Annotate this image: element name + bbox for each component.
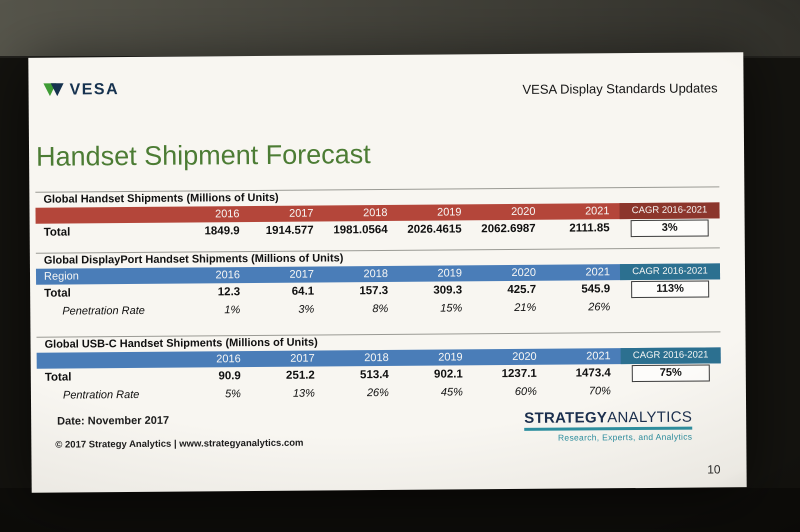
value-cell: 45% [440,386,463,399]
year-header-cell: 2019 [437,267,463,280]
total-row: Total 1849.9 1914.577 1981.0564 2026.461… [36,218,720,242]
room-floor [0,488,800,532]
value-cell: 1981.0564 [333,223,388,237]
footer-date: Date: November 2017 [57,414,170,428]
year-header-cell: 2019 [438,351,463,364]
value-cell: 513.4 [359,368,389,382]
room-ceiling [0,0,800,58]
value-cell: 251.2 [285,369,315,382]
value-cell: 3% [298,303,315,316]
cagr-cell: 3% [620,218,720,238]
page-number: 10 [707,462,721,477]
value-cell: 8% [372,302,389,316]
value-cell: 1% [224,304,241,317]
value-cell: 2111.85 [569,222,610,235]
slide-title: Handset Shipment Forecast [35,139,371,172]
table-displayport-handset-shipments: Global DisplayPort Handset Shipments (Mi… [35,247,721,321]
cagr-header-cell: CAGR 2016-2021 [619,202,720,220]
row-label: Total [44,371,72,384]
strategy-analytics-wordmark: STRATEGYANALYTICS [524,408,693,431]
value-cell: 64.1 [291,285,315,298]
value-cell: 545.9 [581,283,611,296]
year-header-cell: 2017 [289,268,315,281]
value-cell: 21% [514,301,537,315]
footer-copyright: © 2017 Strategy Analytics | www.strategy… [55,437,304,451]
vesa-logo: VESA [42,79,119,102]
row-label: Penetration Rate [62,304,145,318]
year-header-cell: 2020 [512,350,537,364]
vesa-logo-icon [43,83,64,97]
cagr-cell [621,382,721,400]
value-cell: 2026.4615 [407,223,462,236]
value-cell: 309.3 [433,284,463,297]
cagr-box: 113% [631,280,710,299]
value-cell: 15% [440,302,463,315]
value-cell: 157.3 [359,284,389,298]
row-label: Total [43,226,71,239]
value-cell: 902.1 [433,368,463,381]
logo-strategy-text: STRATEGY [524,409,608,427]
year-header-cell: 2018 [363,267,389,281]
value-cell: 13% [292,387,315,400]
year-header-cell: 2016 [215,269,241,282]
year-header-cell: 2018 [364,351,389,365]
year-header-cell: 2017 [290,352,315,365]
year-header-cell: 2021 [585,266,611,279]
cagr-header-cell: CAGR 2016-2021 [620,347,721,365]
year-header-cell: 2020 [510,205,536,219]
table-usbc-handset-shipments: Global USB-C Handset Shipments (Millions… [36,331,722,405]
cagr-cell [620,298,720,316]
value-cell: 425.7 [507,283,537,297]
value-cell: 1914.577 [265,224,314,237]
value-cell: 26% [366,386,389,400]
logo-analytics-text: ANALYTICS [607,408,693,427]
logo-tagline: Research, Experts, and Analytics [557,431,693,443]
vesa-logo-text: VESA [69,81,120,99]
year-header-cell: 2018 [363,206,388,220]
value-cell: 5% [224,388,241,401]
region-header-cell [37,352,177,369]
year-header-cell: 2021 [586,350,611,363]
region-header-cell: Region [43,270,79,283]
value-cell: 1237.1 [501,367,537,381]
year-header-cell: 2021 [584,205,610,218]
value-cell: 26% [588,301,611,314]
table-global-handset-shipments: Global Handset Shipments (Millions of Un… [35,186,720,243]
year-header-cell: 2020 [511,266,537,280]
region-header-cell [35,207,175,224]
header-right-text: VESA Display Standards Updates [522,80,718,97]
cagr-box: 3% [630,219,709,238]
strategy-analytics-logo: STRATEGYANALYTICS Research, Experts, and… [524,408,693,443]
year-header-cell: 2019 [436,206,462,219]
value-cell: 60% [514,385,537,399]
value-cell: 12.3 [217,286,241,299]
cagr-cell: 113% [620,279,720,299]
value-cell: 1849.9 [204,225,240,238]
value-cell: 2062.6987 [481,222,536,236]
row-label: Pentration Rate [62,388,140,402]
year-header-cell: 2017 [289,207,314,220]
year-header-cell: 2016 [215,208,240,221]
year-header-cell: 2016 [216,353,241,366]
value-cell: 70% [588,385,611,398]
cagr-header-cell: CAGR 2016-2021 [619,263,721,281]
slide: VESA VESA Display Standards Updates Hand… [28,52,747,493]
cagr-box: 75% [631,364,710,383]
row-label: Total [44,287,71,300]
value-cell: 1473.4 [575,367,611,380]
cagr-cell: 75% [621,363,721,383]
value-cell: 90.9 [218,370,241,383]
